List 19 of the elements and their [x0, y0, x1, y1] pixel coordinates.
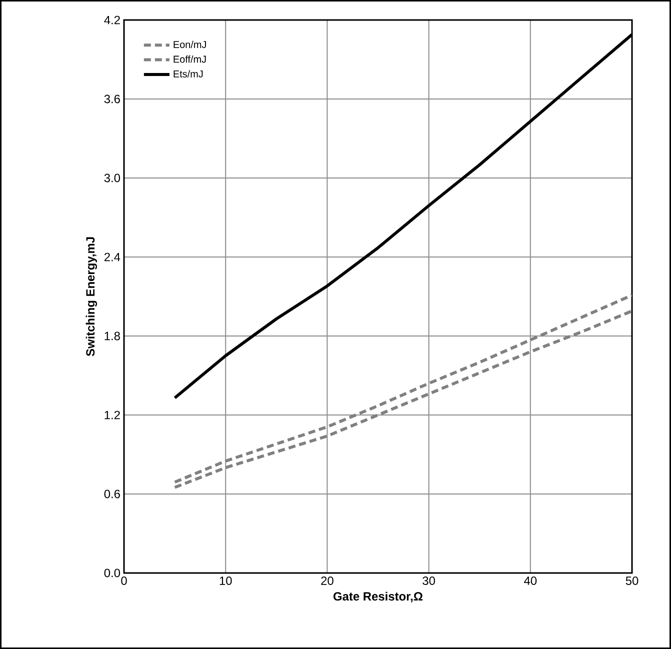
x-tick-label: 20	[321, 576, 334, 585]
y-tick-label: 0.0	[104, 568, 120, 578]
legend-label: Ets/mJ	[174, 70, 203, 78]
x-tick-label: 0	[121, 576, 127, 585]
y-tick-label: 3.6	[104, 94, 120, 104]
y-tick-label: 2.4	[104, 252, 120, 262]
x-tick-label: 10	[220, 576, 232, 585]
y-tick-label: 4.2	[104, 16, 120, 24]
y-tick-label: 1.2	[104, 410, 120, 420]
legend-label: Eoff/mJ	[174, 55, 206, 63]
y-tick-label: 1.8	[104, 332, 120, 340]
x-axis-title: Gate Resistor,Ω	[334, 592, 423, 602]
legend-label: Eon/mJ	[174, 40, 206, 48]
x-tick-label: 40	[524, 576, 537, 585]
x-tick-label: 30	[422, 576, 435, 585]
y-tick-label: 0.6	[104, 490, 120, 498]
x-tick-label: 50	[626, 576, 638, 585]
y-axis-title: Switching Energy,mJ	[86, 237, 98, 356]
y-tick-label: 3.0	[104, 174, 120, 182]
